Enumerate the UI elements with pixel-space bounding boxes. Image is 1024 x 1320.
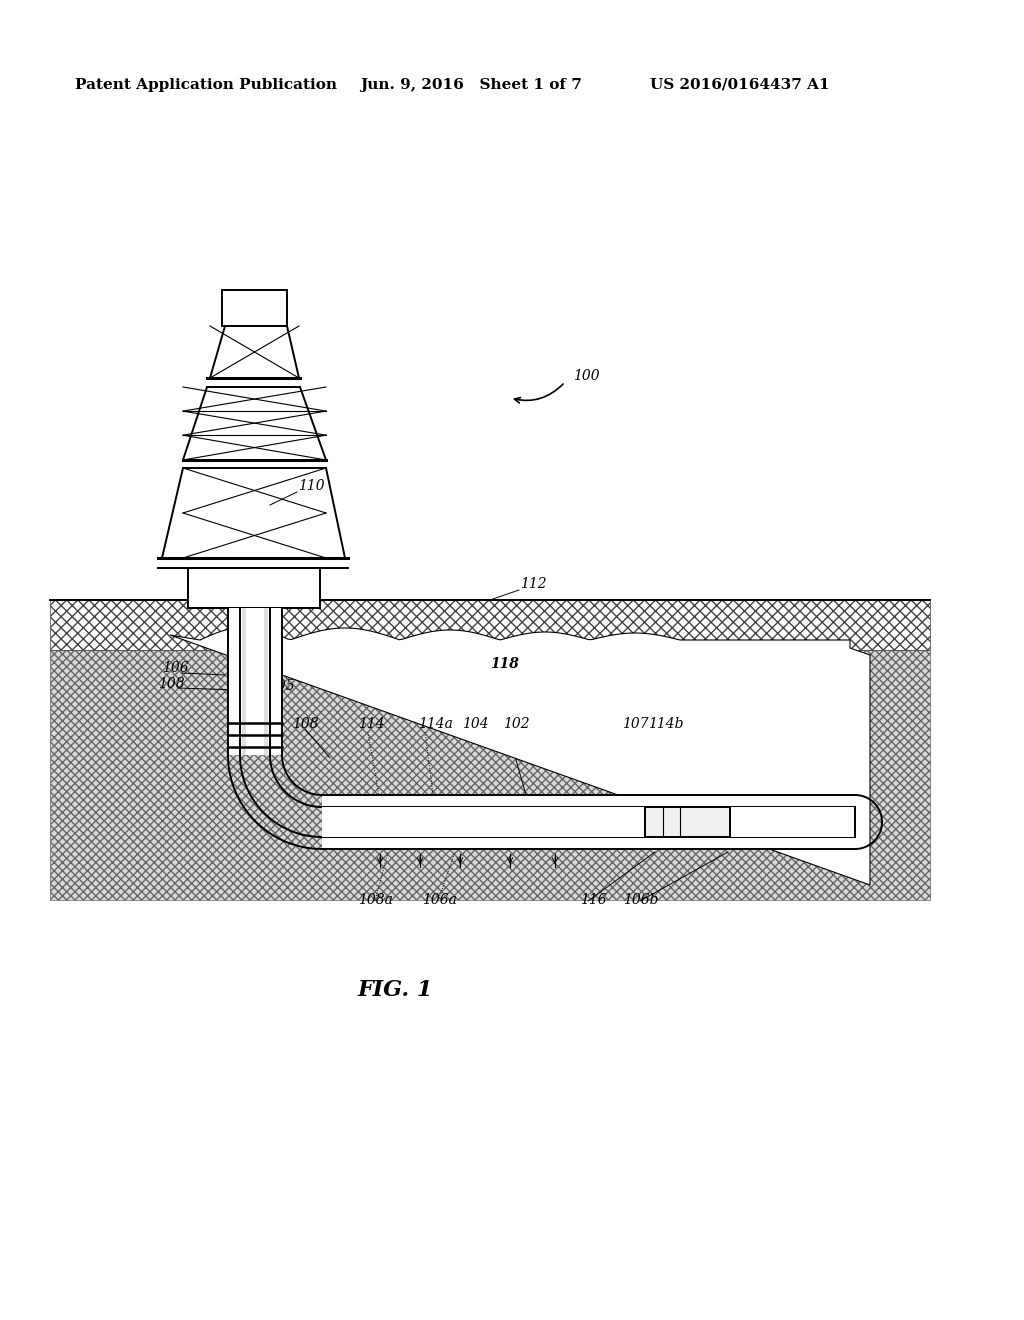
Text: 108: 108 bbox=[158, 677, 184, 690]
Text: 112: 112 bbox=[520, 577, 547, 591]
Text: 116: 116 bbox=[580, 894, 606, 907]
Text: 106a: 106a bbox=[422, 894, 457, 907]
Bar bbox=[188, 568, 319, 609]
Bar bbox=[322, 795, 855, 849]
Bar bbox=[242, 609, 246, 755]
Text: 108a: 108a bbox=[358, 894, 393, 907]
Text: 102: 102 bbox=[503, 717, 529, 731]
Text: 104: 104 bbox=[462, 717, 488, 731]
Bar bbox=[645, 807, 730, 837]
Text: 110: 110 bbox=[298, 479, 325, 492]
Text: 105: 105 bbox=[268, 678, 295, 693]
Bar bbox=[222, 290, 287, 326]
Text: 118: 118 bbox=[490, 657, 519, 671]
Bar bbox=[228, 609, 282, 755]
Text: 100: 100 bbox=[573, 370, 600, 383]
Text: Patent Application Publication: Patent Application Publication bbox=[75, 78, 337, 92]
Text: Jun. 9, 2016   Sheet 1 of 7: Jun. 9, 2016 Sheet 1 of 7 bbox=[360, 78, 582, 92]
Polygon shape bbox=[50, 649, 930, 900]
Text: 106: 106 bbox=[162, 661, 188, 675]
Bar bbox=[322, 807, 855, 837]
Polygon shape bbox=[50, 601, 930, 649]
Text: 114b: 114b bbox=[648, 717, 683, 731]
Bar bbox=[264, 609, 268, 755]
Text: FIG. 1: FIG. 1 bbox=[357, 979, 433, 1001]
Bar bbox=[645, 807, 730, 837]
Text: 114: 114 bbox=[358, 717, 385, 731]
Polygon shape bbox=[170, 627, 870, 884]
Text: 107: 107 bbox=[622, 717, 648, 731]
Text: 106b: 106b bbox=[623, 894, 658, 907]
Text: 108: 108 bbox=[292, 717, 318, 731]
Text: US 2016/0164437 A1: US 2016/0164437 A1 bbox=[650, 78, 829, 92]
Text: 114a: 114a bbox=[418, 717, 453, 731]
